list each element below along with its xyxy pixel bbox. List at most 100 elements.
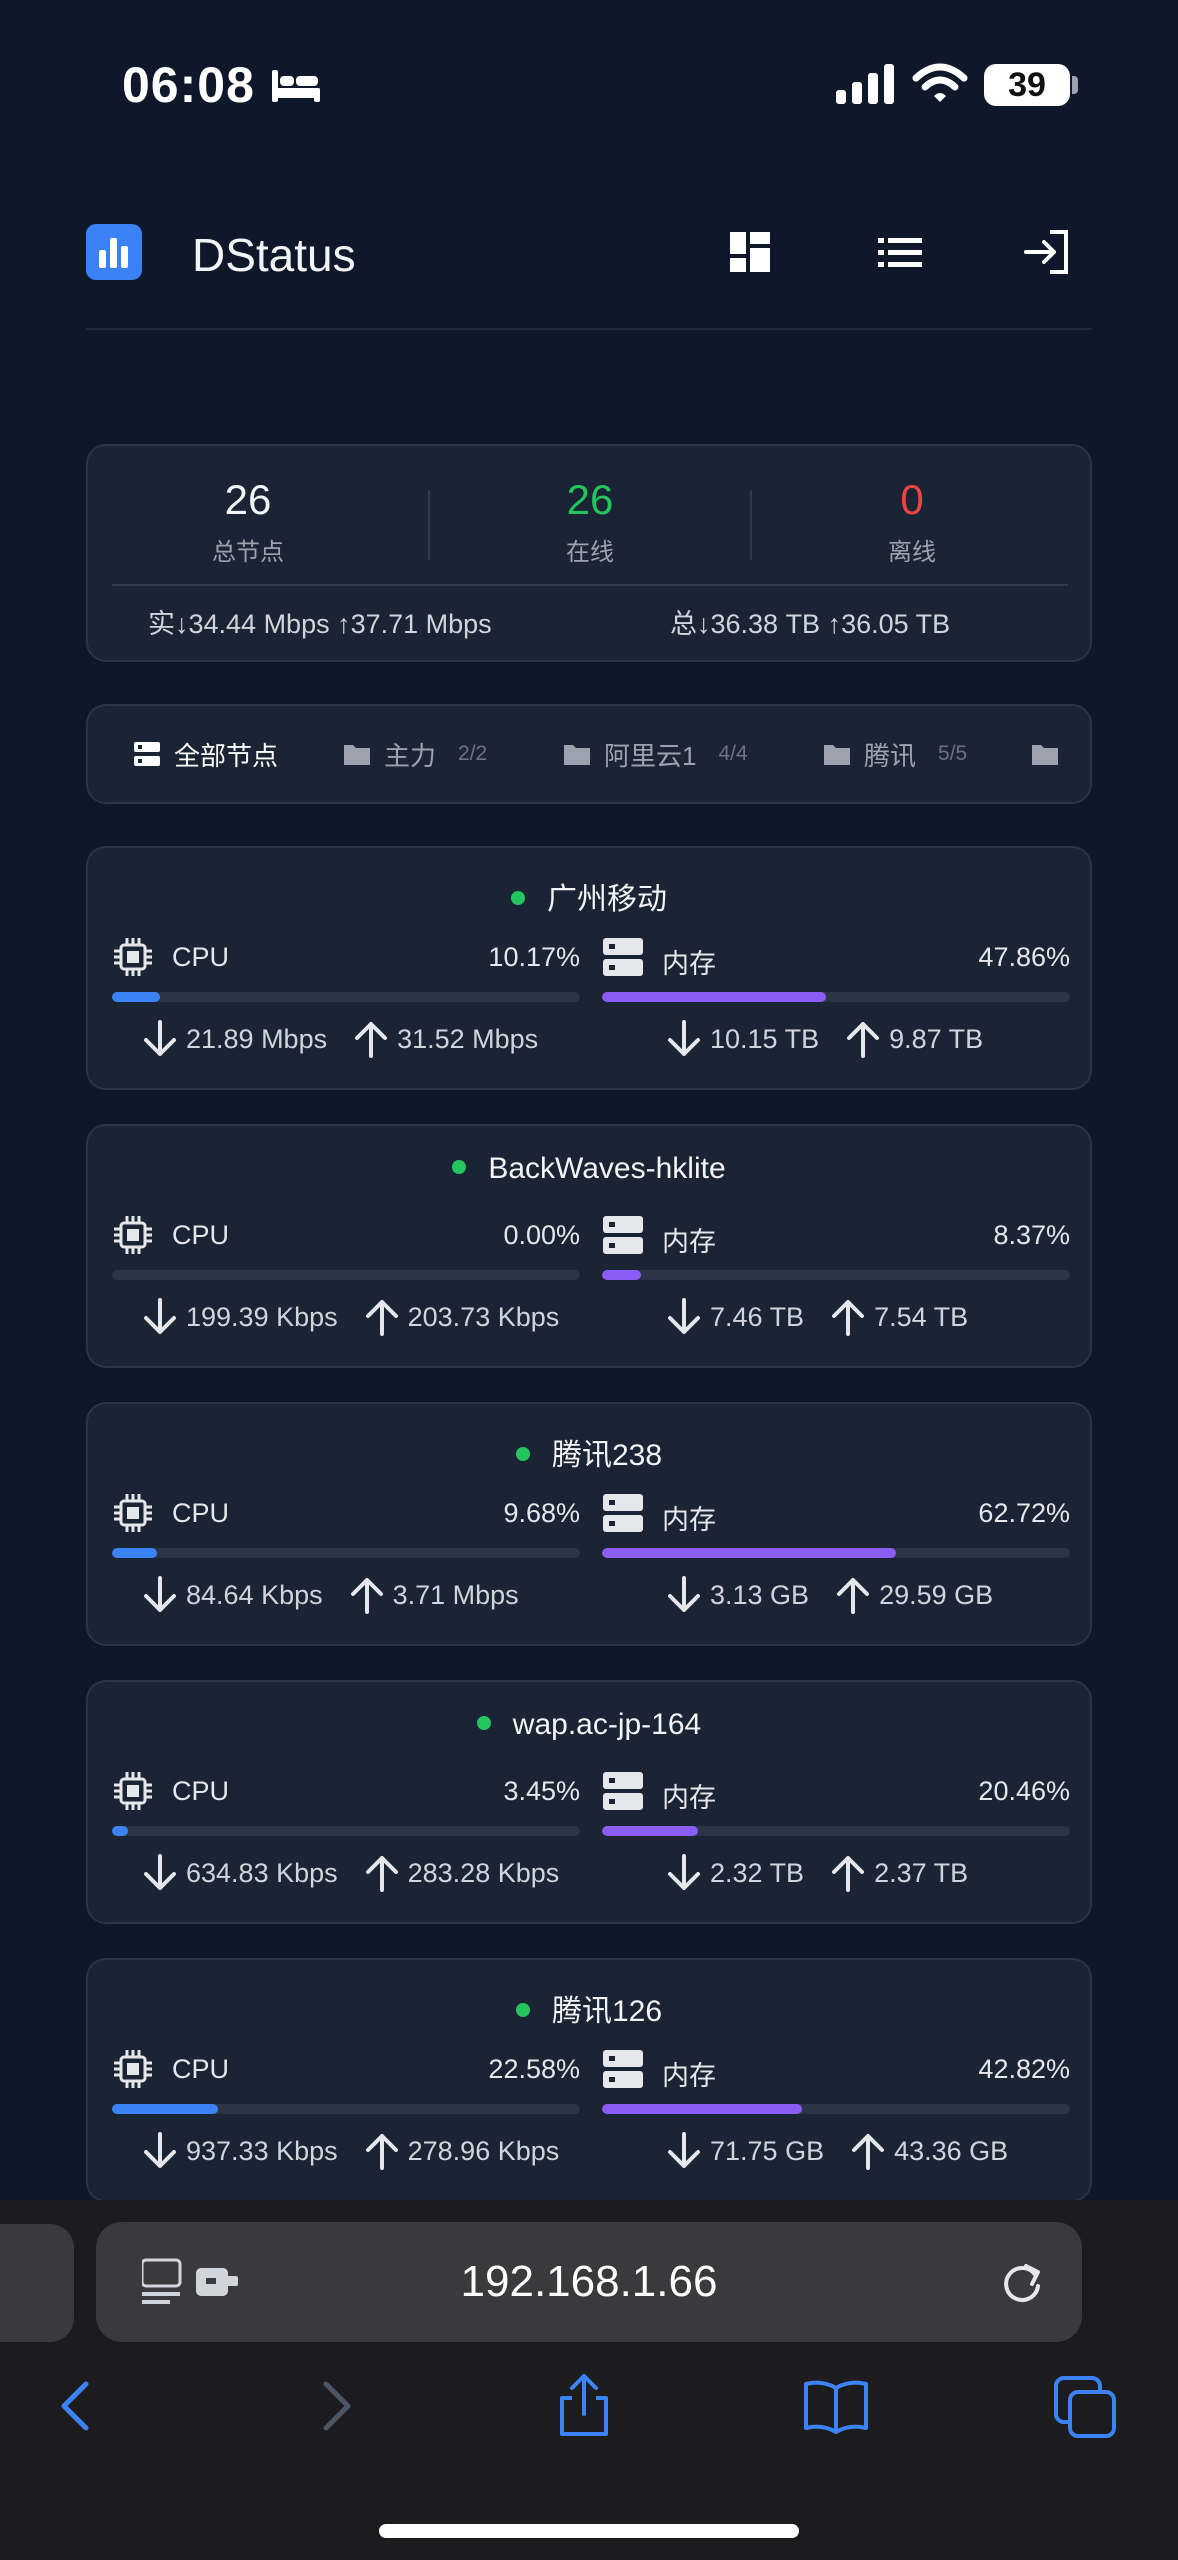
logo-chart-icon[interactable] bbox=[86, 224, 142, 280]
realtime-traffic: 实↓34.44 Mbps ↑37.71 Mbps bbox=[148, 609, 492, 639]
total-upload: 7.54 TB bbox=[874, 1301, 969, 1332]
forward-icon[interactable] bbox=[300, 2370, 372, 2442]
summary-divider bbox=[112, 584, 1068, 586]
memory-metric: 内存 42.82% bbox=[602, 2048, 1070, 2114]
memory-progress-fill bbox=[602, 2104, 803, 2114]
node-title: 广州移动 bbox=[88, 874, 1090, 918]
tab-group-aliyun1[interactable]: 阿里云1 4/4 bbox=[544, 720, 766, 788]
memory-value: 8.37% bbox=[993, 1220, 1070, 1250]
server-icon bbox=[603, 1216, 643, 1254]
upload-speed: 283.28 Kbps bbox=[407, 1857, 560, 1888]
realtime-speed: 937.33 Kbps 278.96 Kbps bbox=[142, 2130, 559, 2172]
arrow-up-icon bbox=[837, 1578, 870, 1614]
address-bar[interactable]: 192.168.1.66 bbox=[96, 2222, 1082, 2342]
realtime-speed: 634.83 Kbps 283.28 Kbps bbox=[142, 1852, 559, 1894]
cpu-progress-fill bbox=[112, 1826, 129, 1836]
app-title[interactable]: DStatus bbox=[192, 229, 356, 281]
total-download: 7.46 TB bbox=[710, 1301, 805, 1332]
node-title: BackWaves-hklite bbox=[88, 1152, 1090, 1186]
cpu-metric: CPU 3.45% bbox=[112, 1770, 580, 1836]
online-nodes-stat: 26 在线 bbox=[430, 476, 750, 567]
group-tabs: 全部节点 主力 2/2 阿里云1 4/4 腾讯 5/5 bbox=[86, 704, 1092, 804]
total-download: 3.13 GB bbox=[710, 1579, 810, 1610]
upload-speed: 31.52 Mbps bbox=[397, 1023, 539, 1054]
arrow-up-icon bbox=[365, 1300, 398, 1336]
cpu-progress-bar bbox=[112, 1548, 580, 1558]
arrow-down-icon bbox=[144, 1576, 176, 1612]
login-button[interactable] bbox=[1020, 224, 1076, 280]
arrow-down-icon bbox=[668, 2132, 700, 2168]
reload-icon[interactable] bbox=[996, 2256, 1048, 2308]
online-status-dot bbox=[511, 891, 525, 906]
memory-value: 20.46% bbox=[978, 1776, 1070, 1806]
previous-tab-preview[interactable] bbox=[0, 2224, 74, 2342]
cpu-chip-icon bbox=[114, 2050, 152, 2088]
node-card[interactable]: 广州移动 CPU 10.17% 内存 47.86% 21.89 Mbps 31.52 Mbp… bbox=[86, 846, 1092, 1090]
node-card[interactable]: 腾讯126 CPU 22.58% 内存 42.82% 937.33 Kbps 278.96 … bbox=[86, 1958, 1092, 2202]
tab-label: 腾讯 bbox=[864, 740, 917, 771]
arrow-down-icon bbox=[668, 1020, 700, 1056]
arrow-down-icon bbox=[668, 1854, 700, 1890]
online-nodes-label: 在线 bbox=[566, 539, 614, 566]
memory-metric: 内存 47.86% bbox=[602, 936, 1070, 1002]
cpu-progress-bar bbox=[112, 1270, 580, 1280]
cpu-metric: CPU 22.58% bbox=[112, 2048, 580, 2114]
reader-icon[interactable] bbox=[142, 2258, 242, 2306]
node-name: BackWaves-hklite bbox=[488, 1152, 726, 1185]
server-icon bbox=[603, 1772, 643, 1810]
cpu-value: 3.45% bbox=[503, 1776, 580, 1806]
total-upload: 2.37 TB bbox=[874, 1857, 969, 1888]
cpu-metric: CPU 10.17% bbox=[112, 936, 580, 1002]
tab-group-main[interactable]: 主力 2/2 bbox=[324, 720, 505, 788]
wifi-icon bbox=[912, 63, 968, 102]
memory-value: 47.86% bbox=[978, 942, 1070, 972]
tabs-icon[interactable] bbox=[1050, 2370, 1122, 2442]
node-title: wap.ac-jp-164 bbox=[88, 1708, 1090, 1742]
online-status-dot bbox=[515, 2003, 530, 2018]
share-icon[interactable] bbox=[548, 2370, 620, 2442]
cpu-label: CPU bbox=[172, 1776, 230, 1806]
tab-group-more[interactable] bbox=[1012, 720, 1078, 788]
arrow-up-icon bbox=[350, 1578, 383, 1614]
realtime-speed: 84.64 Kbps 3.71 Mbps bbox=[142, 1574, 519, 1616]
list-view-button[interactable] bbox=[872, 224, 928, 280]
bookmarks-icon[interactable] bbox=[800, 2370, 872, 2442]
divider bbox=[428, 490, 430, 560]
arrow-up-icon bbox=[832, 1300, 865, 1336]
dashboard-icon bbox=[730, 232, 770, 272]
online-status-dot bbox=[476, 1716, 491, 1731]
memory-progress-fill bbox=[602, 992, 826, 1002]
arrow-down-icon bbox=[144, 1298, 176, 1334]
tab-count: 2/2 bbox=[458, 742, 488, 765]
summary-card: 26 总节点 26 在线 0 离线 实↓34.44 Mbps ↑37.71 Mb… bbox=[86, 444, 1092, 662]
signal-icon bbox=[836, 64, 894, 104]
tab-all-nodes[interactable]: 全部节点 bbox=[114, 720, 297, 788]
node-card[interactable]: 腾讯238 CPU 9.68% 内存 62.72% 84.64 Kbps 3.71 Mbps… bbox=[86, 1402, 1092, 1646]
dashboard-view-button[interactable] bbox=[722, 224, 778, 280]
total-transfer: 2.32 TB 2.37 TB bbox=[666, 1852, 968, 1894]
node-card[interactable]: wap.ac-jp-164 CPU 3.45% 内存 20.46% 634.83 Kbps… bbox=[86, 1680, 1092, 1924]
back-icon[interactable] bbox=[40, 2370, 112, 2442]
folder-icon bbox=[824, 745, 850, 765]
cpu-progress-fill bbox=[112, 2104, 218, 2114]
server-icon bbox=[603, 2050, 643, 2088]
online-status-dot bbox=[452, 1160, 467, 1175]
memory-metric: 内存 62.72% bbox=[602, 1492, 1070, 1558]
cpu-value: 22.58% bbox=[488, 2054, 580, 2084]
upload-speed: 203.73 Kbps bbox=[407, 1301, 560, 1332]
cpu-metric: CPU 9.68% bbox=[112, 1492, 580, 1558]
memory-metric: 内存 20.46% bbox=[602, 1770, 1070, 1836]
memory-value: 62.72% bbox=[978, 1498, 1070, 1528]
total-nodes-value: 26 bbox=[224, 476, 272, 523]
node-title: 腾讯238 bbox=[88, 1430, 1090, 1474]
home-indicator bbox=[379, 2524, 799, 2538]
node-card[interactable]: BackWaves-hklite CPU 0.00% 内存 8.37% 199.39 Kb… bbox=[86, 1124, 1092, 1368]
memory-label: 内存 bbox=[662, 949, 716, 979]
arrow-up-icon bbox=[832, 1856, 865, 1892]
node-name: 广州移动 bbox=[547, 883, 667, 916]
status-time: 06:08 bbox=[122, 57, 255, 113]
status-bar: 06:08 39 bbox=[0, 0, 1178, 170]
memory-label: 内存 bbox=[662, 1505, 716, 1535]
arrow-down-icon bbox=[144, 2132, 176, 2168]
tab-group-tencent[interactable]: 腾讯 5/5 bbox=[804, 720, 985, 788]
